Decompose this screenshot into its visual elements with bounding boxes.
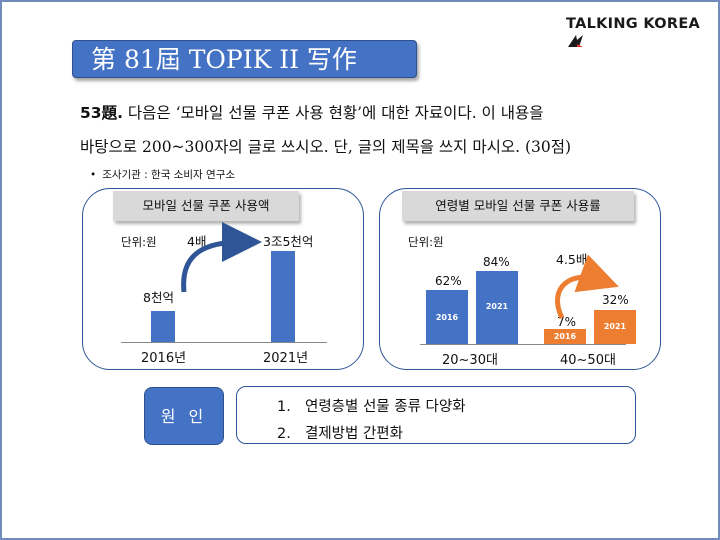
brand-arrow-icon	[568, 34, 584, 52]
chart1-bar-2016	[151, 311, 175, 342]
chart1-unit: 단위:원	[121, 235, 157, 249]
chart2-value-label-32: 32%	[602, 293, 629, 307]
chart1-x-axis	[121, 342, 327, 343]
chart2-title: 연령별 모바일 선물 쿠폰 사용률	[402, 191, 634, 221]
brand-name: TALKING KOREA	[566, 16, 701, 32]
chart-panel-usage-rate: 연령별 모바일 선물 쿠폰 사용률 단위:원 2016 2021 2016 20…	[379, 188, 661, 370]
source-note: • 조사기관 : 한국 소비자 연구소	[90, 167, 235, 182]
question-text: 53題. 다음은 ‘모바일 선물 쿠폰 사용 현황’에 대한 자료이다. 이 내…	[80, 96, 710, 164]
brand-logo: TALKING KOREA	[566, 16, 718, 50]
chart2-bar-4050-2021	[594, 310, 636, 344]
chart2-bar-4050-2016	[544, 329, 586, 344]
cause-item-1: 1. 연령층별 선물 종류 다양화	[277, 395, 466, 416]
cause-item-2-num: 2.	[277, 426, 291, 442]
cause-list-box: 1. 연령층별 선물 종류 다양화 2. 결제방법 간편화	[236, 386, 636, 444]
chart1-growth-arrow-icon	[181, 222, 262, 293]
cause-item-2: 2. 결제방법 간편화	[277, 422, 403, 443]
cause-item-2-text: 결제방법 간편화	[305, 426, 403, 442]
chart2-value-label-84: 84%	[483, 255, 510, 269]
bullet-icon: •	[90, 169, 97, 181]
chart2-growth-arrow-icon	[555, 254, 619, 320]
chart2-series-label-4050-2016: 2016	[553, 332, 577, 341]
chart2-value-label-62: 62%	[435, 274, 462, 288]
chart2-series-label-2030-2016: 2016	[435, 313, 459, 322]
chart2-bar-2030-2021	[476, 271, 518, 344]
chart2-series-label-2030-2021: 2021	[485, 302, 509, 311]
question-line-2: 바탕으로 200~300자의 글로 쓰시오. 단, 글의 제목을 쓰지 마시오.…	[80, 138, 572, 156]
chart2-value-label-7: 7%	[557, 315, 577, 329]
chart1-category-2021: 2021년	[263, 351, 309, 366]
chart2-category-4050: 40~50대	[560, 353, 616, 368]
chart1-bar-2021	[271, 251, 295, 342]
chart2-category-2030: 20~30대	[442, 353, 498, 368]
chart2-x-axis	[420, 344, 626, 345]
cause-item-1-text: 연령층별 선물 종류 다양화	[305, 399, 466, 415]
chart1-annotation: 4배	[187, 234, 207, 249]
chart2-series-label-4050-2021: 2021	[603, 322, 627, 331]
chart1-value-label-2021: 3조5천억	[263, 234, 314, 249]
chart1-value-label-2016: 8천억	[143, 290, 174, 305]
chart1-title: 모바일 선물 쿠폰 사용액	[113, 191, 299, 221]
chart-panel-usage-amount: 모바일 선물 쿠폰 사용액 단위:원 8천억 3조5천억 4배 2016년 20…	[82, 188, 364, 370]
cause-label-box: 원 인	[144, 387, 224, 445]
page-title: 第 81屆 TOPIK II 写作	[72, 40, 417, 78]
question-line-1: 53題. 다음은 ‘모바일 선물 쿠폰 사용 현황’에 대한 자료이다. 이 내…	[80, 96, 710, 130]
chart1-category-2016: 2016년	[141, 351, 187, 366]
question-number: 53題.	[80, 104, 123, 122]
chart2-bar-2030-2016	[426, 290, 468, 344]
question-line-1-text: 다음은 ‘모바일 선물 쿠폰 사용 현황’에 대한 자료이다. 이 내용을	[122, 104, 544, 122]
source-text: 조사기관 : 한국 소비자 연구소	[102, 169, 236, 181]
cause-item-1-num: 1.	[277, 399, 291, 415]
chart2-unit: 단위:원	[408, 235, 444, 249]
